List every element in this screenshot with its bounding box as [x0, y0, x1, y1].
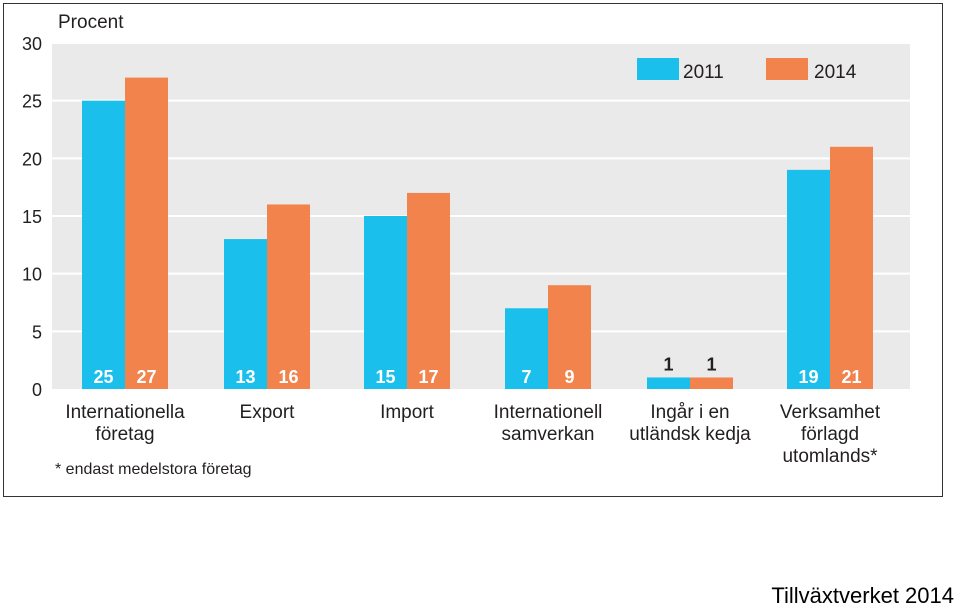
- bar-2011-1: [224, 239, 267, 389]
- bar-2011-5: [787, 169, 830, 389]
- data-label-2014-5: 21: [841, 367, 861, 387]
- legend-label-2014: 2014: [814, 62, 857, 83]
- data-label-2011-1: 13: [235, 367, 255, 387]
- x-category-label: förlagd: [801, 424, 859, 445]
- bar-2014-5: [830, 146, 873, 389]
- data-label-2014-4: 1: [706, 354, 716, 374]
- bar-2011-4: [647, 377, 690, 389]
- y-tick-label: 15: [22, 207, 42, 227]
- footnote: * endast medelstora företag: [55, 461, 252, 478]
- source-caption: Tillväxtverket 2014: [771, 583, 954, 608]
- y-tick-label: 20: [22, 149, 42, 169]
- x-category-label: Export: [240, 402, 296, 423]
- y-axis-label: Procent: [58, 12, 124, 33]
- data-label-2011-0: 25: [93, 367, 113, 387]
- x-category-label: Internationell: [494, 402, 603, 423]
- data-label-2011-2: 15: [375, 367, 395, 387]
- legend-label-2011: 2011: [683, 62, 724, 83]
- legend-swatch-2011: [637, 58, 679, 80]
- data-label-2011-5: 19: [798, 367, 818, 387]
- x-category-label: företag: [95, 424, 154, 445]
- y-tick-label: 30: [22, 34, 42, 54]
- data-label-2014-0: 27: [136, 367, 156, 387]
- x-category-label: utländsk kedja: [629, 424, 751, 445]
- bar-2014-1: [267, 204, 310, 389]
- legend-swatch-2014: [766, 58, 808, 80]
- data-label-2011-3: 7: [521, 367, 531, 387]
- y-tick-label: 10: [22, 265, 42, 285]
- bar-2011-3: [505, 308, 548, 389]
- y-tick-label: 25: [22, 92, 42, 112]
- data-label-2014-1: 16: [278, 367, 298, 387]
- y-tick-label: 0: [32, 380, 42, 400]
- y-tick-label: 5: [32, 322, 42, 342]
- data-label-2011-4: 1: [663, 354, 673, 374]
- x-category-label: Internationella: [65, 402, 185, 423]
- bar-2011-0: [82, 100, 125, 390]
- data-label-2014-2: 17: [418, 367, 438, 387]
- x-category-label: Verksamhet: [780, 402, 881, 423]
- bar-2011-2: [364, 216, 407, 389]
- x-category-label: samverkan: [502, 424, 595, 445]
- x-category-label: Ingår i en: [650, 402, 729, 423]
- bar-2014-4: [690, 377, 733, 389]
- data-label-2014-3: 9: [564, 367, 574, 387]
- x-category-label: utomlands*: [782, 446, 878, 467]
- bar-2014-3: [548, 285, 591, 389]
- x-category-label: Import: [380, 402, 435, 423]
- bar-2014-0: [125, 77, 168, 389]
- bar-2014-2: [407, 192, 450, 389]
